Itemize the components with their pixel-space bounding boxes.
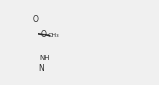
Text: O: O [41,30,47,39]
Text: O: O [33,15,39,24]
Text: N: N [38,64,44,73]
Text: CH₃: CH₃ [47,33,59,38]
Text: NH: NH [39,55,49,61]
